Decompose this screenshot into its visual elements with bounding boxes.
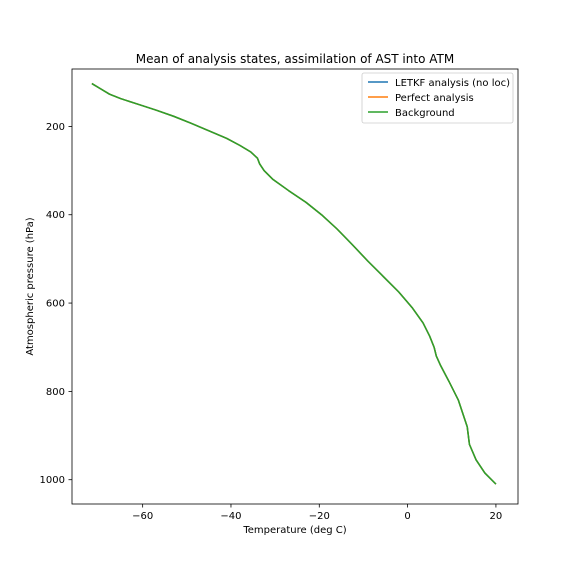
x-tick-label: −60 <box>132 511 153 522</box>
x-tick-label: 20 <box>490 511 503 522</box>
legend-box <box>361 72 514 124</box>
x-tick-label: −20 <box>309 511 330 522</box>
legend-label-background: Background <box>395 108 455 119</box>
y-tick-label: 1000 <box>40 475 65 486</box>
series-layer <box>91 82 497 485</box>
y-axis-ticks: 200 400 600 800 1000 <box>40 122 72 486</box>
series-line-background <box>91 82 497 485</box>
y-tick-label: 800 <box>46 387 65 398</box>
y-tick-label: 600 <box>46 299 65 310</box>
y-axis-label: Atmospheric pressure (hPa) <box>25 217 36 355</box>
x-tick-label: −40 <box>220 511 241 522</box>
legend: LETKF analysis (no loc) Perfect analysis… <box>361 72 514 124</box>
legend-label-perfect: Perfect analysis <box>395 93 474 104</box>
y-tick-label: 200 <box>46 122 65 133</box>
x-tick-label: 0 <box>404 511 410 522</box>
legend-label-letkf: LETKF analysis (no loc) <box>395 78 510 89</box>
plot-frame <box>71 68 519 505</box>
x-axis-ticks: −60 −40 −20 0 20 <box>132 504 502 522</box>
y-tick-label: 400 <box>46 210 65 221</box>
chart-title: Mean of analysis states, assimilation of… <box>136 52 454 66</box>
x-axis-label: Temperature (deg C) <box>242 525 346 536</box>
